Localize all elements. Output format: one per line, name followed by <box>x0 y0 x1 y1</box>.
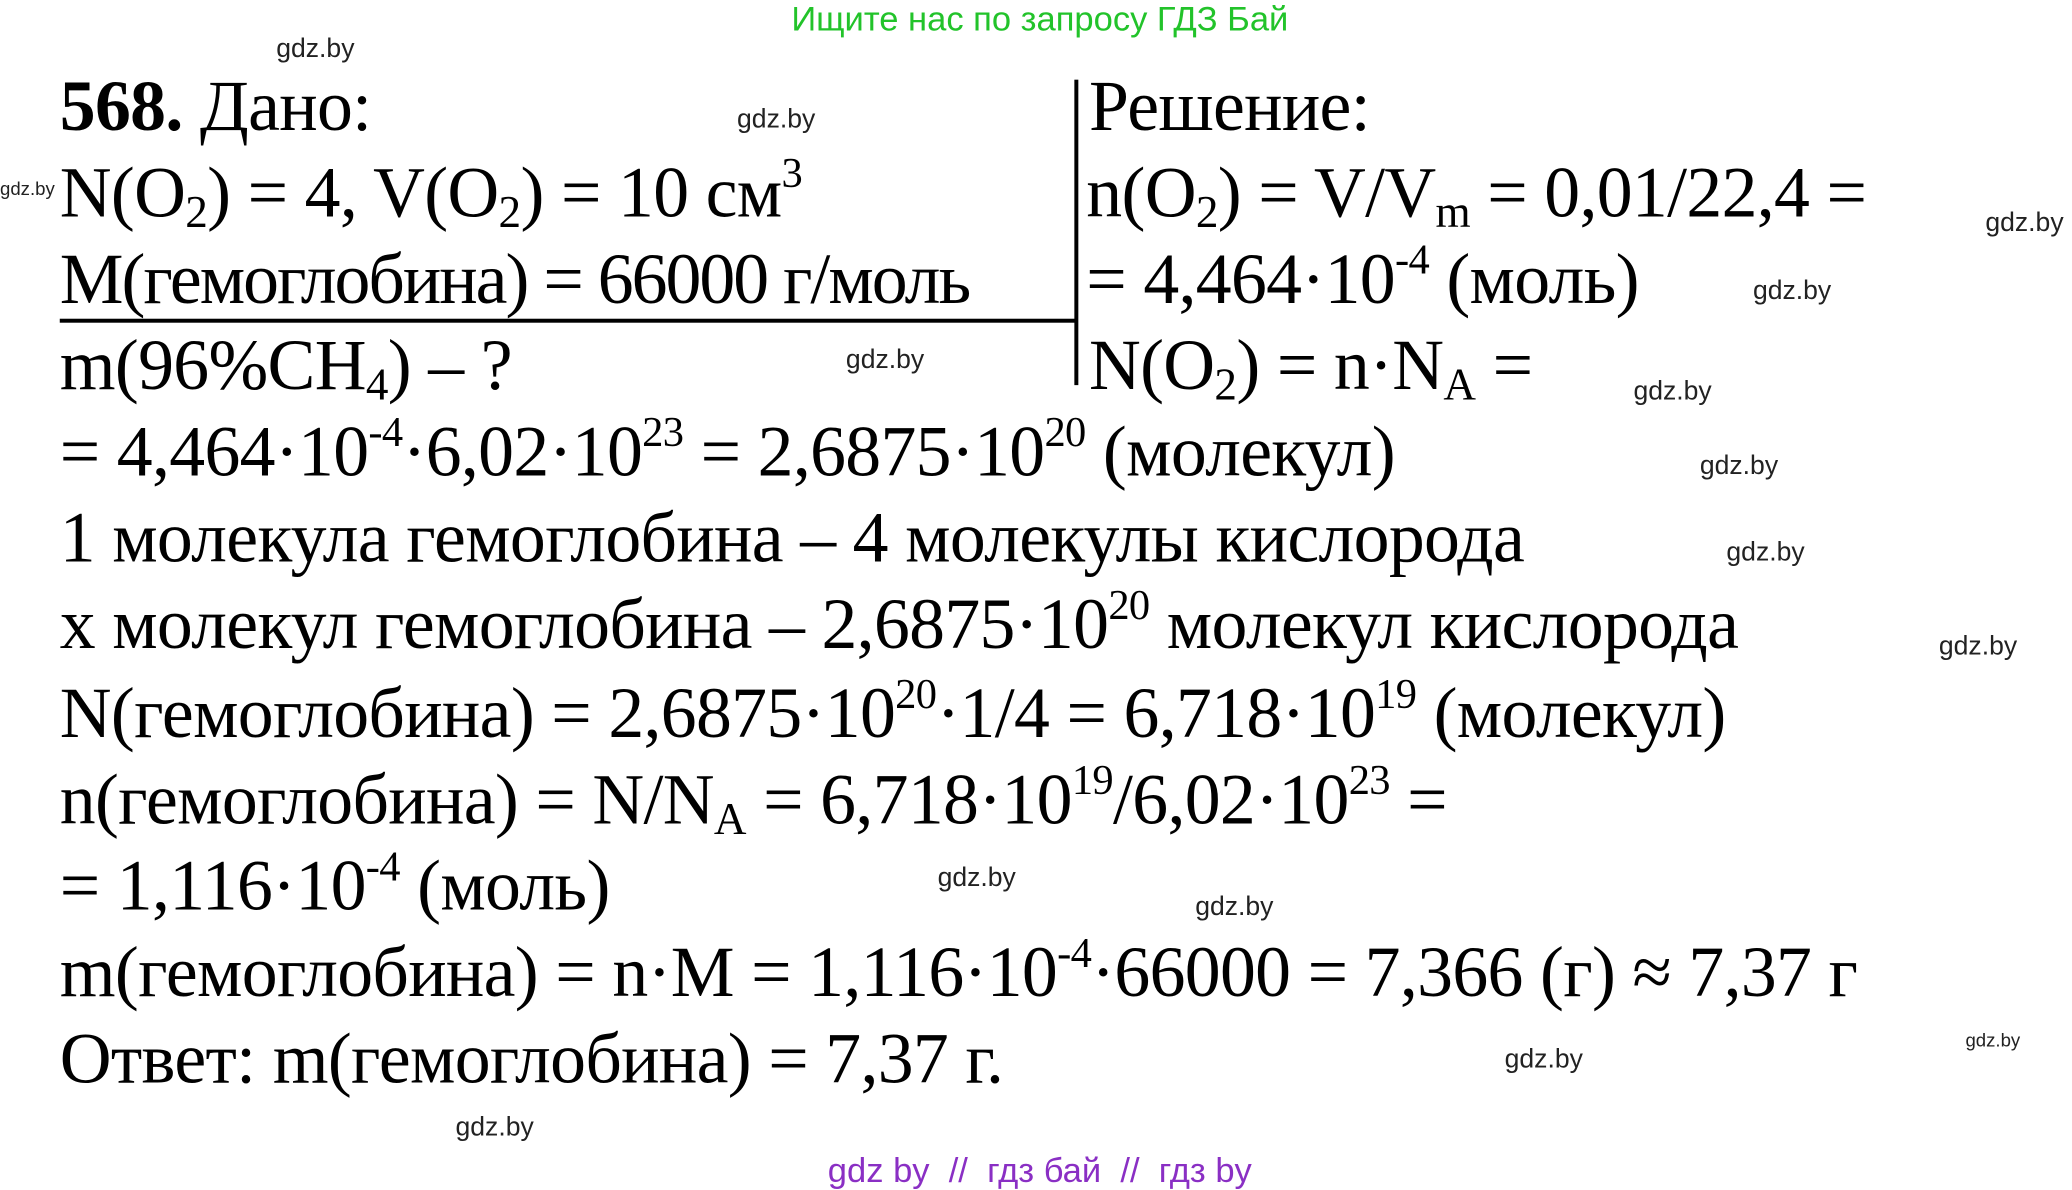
given-line: 568. Дано: <box>60 64 372 149</box>
sup-text: 20 <box>1044 407 1086 456</box>
formula-text: (моль) <box>1429 239 1639 319</box>
given-line: N(O2) = 4, V(O2) = 10 см3 <box>59 148 803 238</box>
sup-text: 20 <box>1108 580 1150 629</box>
formula-text: M(гемоглобина) = 66000 г/моль <box>59 239 971 319</box>
solution-line: 1 молекула гемоглобина – 4 молекулы кисл… <box>59 495 1525 580</box>
sub-text: 2 <box>498 188 522 238</box>
sup-text: 20 <box>895 669 937 718</box>
solution-heading: Решение: <box>1088 64 1371 149</box>
watermark: gdz.by <box>1699 451 1779 481</box>
formula-text: /6,02·10 <box>1112 759 1349 840</box>
formula-text: m(96%CH <box>59 325 367 406</box>
watermark: gdz.by <box>0 177 55 200</box>
given-solution-divider <box>1074 79 1079 386</box>
watermark: gdz.by <box>937 863 1016 893</box>
formula-text: ) = 10 см <box>520 152 782 233</box>
formula-text: 1 молекула гемоглобина – 4 молекулы кисл… <box>59 497 1525 578</box>
formula-text: = <box>1475 325 1533 406</box>
formula-text: ·1/4 = 6,718·10 <box>936 673 1376 753</box>
formula-text: m(гемоглобина) = n·M = 1,116·10 <box>59 932 1058 1012</box>
watermark: gdz.by <box>1752 276 1832 306</box>
watermark: gdz.by <box>845 345 925 375</box>
site-footer-links[interactable]: gdz by // гдз бай // гдз by <box>827 1150 1252 1190</box>
formula-text: = 4,464·10 <box>59 411 369 492</box>
formula-text: (молекул) <box>1416 673 1727 753</box>
formula-text: N(гемоглобина) = 2,6875·10 <box>59 673 896 753</box>
solution-line: = 4,464·10-4 (моль) <box>1086 236 1639 321</box>
formula-text: = 2,6875·10 <box>683 411 1046 492</box>
sup-text: -4 <box>1057 928 1092 977</box>
watermark: gdz.by <box>1726 537 1805 568</box>
watermark: gdz.by <box>1195 892 1274 922</box>
formula-text: (моль) <box>399 845 610 926</box>
watermark: gdz.by <box>1965 1029 2021 1051</box>
sup-text: 19 <box>1071 755 1114 804</box>
formula-text: = <box>1389 759 1447 840</box>
watermark: gdz.by <box>1504 1045 1583 1075</box>
formula-text: n(O <box>1086 152 1196 233</box>
sup-text: -4 <box>1394 235 1430 283</box>
formula-text: (молекул) <box>1085 411 1396 492</box>
watermark: gdz.by <box>1985 208 2064 238</box>
solution-line: m(гемоглобина) = n·M = 1,116·10-4·66000 … <box>59 928 1858 1015</box>
answer-line: Ответ: m(гемоглобина) = 7,37 г. <box>60 1016 1004 1101</box>
sup-text: 23 <box>642 407 684 456</box>
formula-text: ) = n·N <box>1236 325 1444 406</box>
watermark: gdz.by <box>737 104 816 135</box>
solution-line: N(гемоглобина) = 2,6875·1020·1/4 = 6,718… <box>60 671 1726 756</box>
formula-text: x молекул гемоглобина – 2,6875·10 <box>59 584 1109 664</box>
sub-text: m <box>1435 188 1471 238</box>
formula-text: ) – ? <box>387 325 513 406</box>
watermark: gdz.by <box>276 34 355 64</box>
sub-text: A <box>1443 361 1476 411</box>
formula-text: = 0,01/22,4 = <box>1469 152 1867 233</box>
sup-text: 3 <box>781 148 803 197</box>
sub-text: 2 <box>185 188 208 238</box>
solution-line: n(гемоглобина) = N/NA = 6,718·1019/6,02·… <box>59 755 1448 845</box>
given-line: M(гемоглобина) = 66000 г/моль <box>59 236 971 321</box>
solution-line: = 1,116·10-4 (моль) <box>59 841 611 928</box>
sup-text: -4 <box>368 407 403 456</box>
formula-text: = 1,116·10 <box>59 845 367 926</box>
formula-text: Ответ: m(гемоглобина) = 7,37 г. <box>59 1018 1004 1099</box>
solution-line: N(O2) = n·NA = <box>1088 323 1533 411</box>
sup-text: 23 <box>1348 755 1391 804</box>
formula-text: = 6,718·10 <box>745 759 1072 840</box>
formula-text: молекул кислорода <box>1149 584 1739 664</box>
formula-text: N(O <box>59 152 186 233</box>
sub-text: 2 <box>1214 361 1237 411</box>
formula-text: ·6,02·10 <box>402 411 643 492</box>
formula-text: N(O <box>1088 325 1215 406</box>
sub-text: 4 <box>365 361 389 411</box>
solution-line: = 4,464·10-4·6,02·1023 = 2,6875·1020 (мо… <box>59 407 1396 494</box>
formula-text: ) = V/V <box>1217 152 1436 233</box>
find-line: m(96%CH4) – ? <box>59 323 513 411</box>
watermark: gdz.by <box>455 1112 534 1143</box>
formula-text: ·66000 = 7,366 (г) ≈ 7,37 г <box>1091 932 1858 1012</box>
solution-line: n(O2) = V/Vm = 0,01/22,4 = <box>1086 150 1867 238</box>
solution-line: x молекул гемоглобина – 2,6875·1020 моле… <box>60 582 1739 667</box>
given-find-divider <box>59 318 1078 323</box>
sup-text: -4 <box>365 841 401 890</box>
formula-text: = 4,464·10 <box>1086 239 1395 319</box>
watermark: gdz.by <box>1633 377 1712 407</box>
sub-text: 2 <box>1195 188 1219 238</box>
formula-text: ) = 4, V(O <box>207 152 499 233</box>
search-hint-banner[interactable]: Ищите нас по запросу ГДЗ Бай <box>791 0 1289 39</box>
formula-text: n(гемоглобина) = N/N <box>59 759 715 840</box>
formula-text: Дано: <box>182 66 372 147</box>
bold-text: 568. <box>59 66 184 147</box>
formula-text: Решение: <box>1088 66 1371 147</box>
sub-text: A <box>713 795 747 845</box>
sup-text: 19 <box>1375 669 1417 718</box>
watermark: gdz.by <box>1938 632 2018 662</box>
